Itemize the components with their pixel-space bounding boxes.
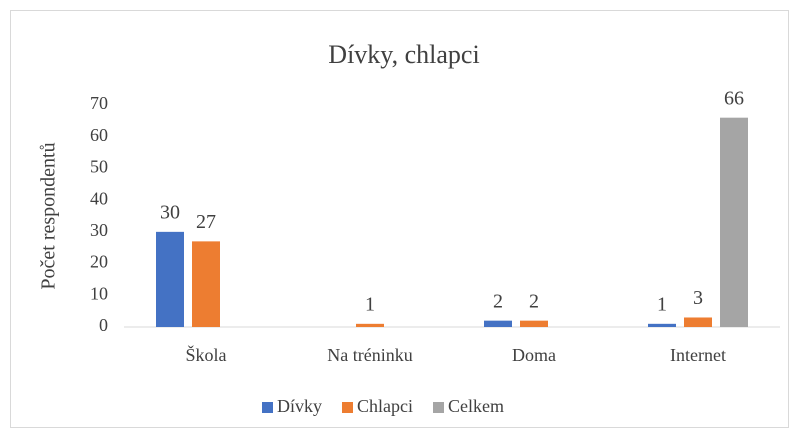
chart-title: Dívky, chlapci	[328, 40, 479, 69]
legend-swatch	[262, 402, 273, 413]
y-tick-label: 60	[90, 125, 108, 145]
y-axis-label: Počet respondentů	[38, 142, 60, 289]
y-tick-label: 40	[90, 188, 108, 208]
y-tick-label: 30	[90, 220, 108, 240]
value-label: 2	[529, 290, 539, 312]
legend-swatch	[433, 402, 444, 413]
value-label: 3	[693, 287, 703, 309]
bar	[520, 320, 548, 327]
value-label: 66	[724, 87, 744, 109]
x-tick-label: Doma	[512, 345, 556, 365]
bar	[192, 241, 220, 327]
y-tick-label: 0	[99, 315, 108, 335]
value-label: 2	[493, 290, 503, 312]
chart-frame	[10, 10, 789, 428]
value-label: 1	[657, 293, 667, 315]
legend-swatch	[342, 402, 353, 413]
y-tick-label: 50	[90, 157, 108, 177]
x-tick-label: Škola	[185, 344, 226, 365]
value-label: 27	[196, 211, 216, 233]
bar	[648, 323, 676, 327]
legend-label: Dívky	[277, 396, 322, 416]
legend-label: Celkem	[448, 396, 504, 416]
bar	[720, 117, 748, 327]
legend-label: Chlapci	[357, 396, 413, 416]
value-label: 30	[160, 201, 180, 223]
bar	[356, 323, 384, 327]
bar	[156, 231, 184, 327]
y-tick-label: 20	[90, 252, 108, 272]
y-tick-label: 10	[90, 283, 108, 303]
bar	[684, 317, 712, 327]
y-tick-label: 70	[90, 93, 108, 113]
bar	[484, 320, 512, 327]
value-label: 1	[365, 293, 375, 315]
x-tick-label: Na tréninku	[327, 345, 412, 365]
x-tick-label: Internet	[670, 345, 726, 365]
